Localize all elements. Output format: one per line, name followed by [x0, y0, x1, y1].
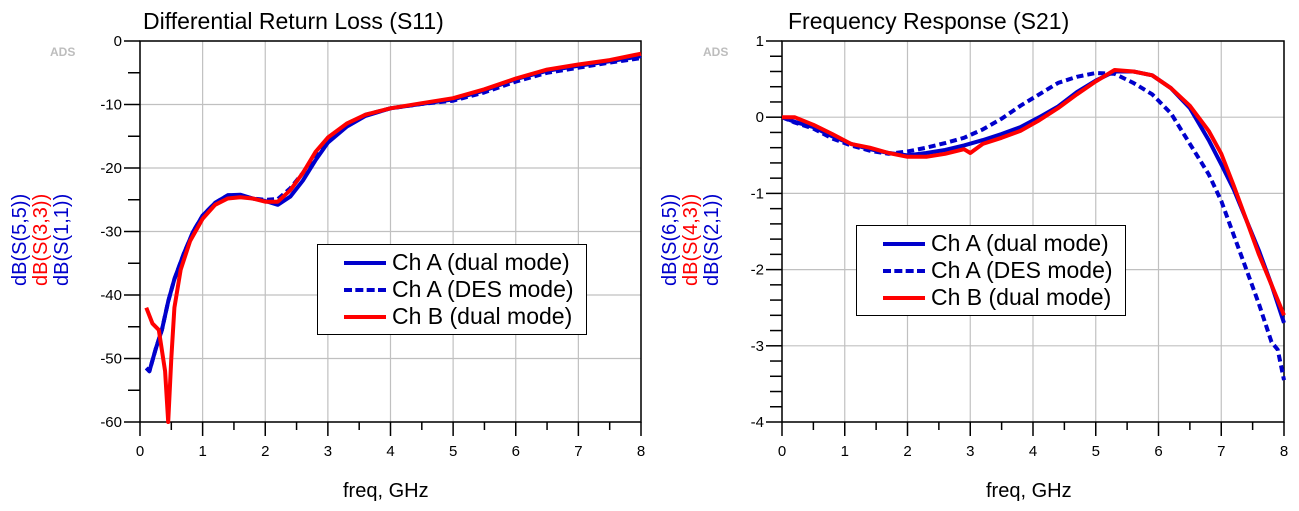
legend-label: Ch A (DES mode) — [931, 257, 1113, 283]
return-loss-chart: Differential Return Loss (S11) ADS dB(S(… — [0, 0, 649, 511]
legend-swatch — [883, 241, 925, 246]
chart-title: Frequency Response (S21) — [788, 8, 1070, 34]
x-tick-label: 1 — [841, 443, 849, 460]
chart-title: Differential Return Loss (S11) — [143, 8, 444, 34]
y-tick-label: -50 — [100, 351, 122, 368]
x-tick-label: 3 — [324, 443, 332, 460]
frequency-response-chart: Frequency Response (S21) ADS dB(S(6,5)) … — [650, 0, 1299, 511]
x-tick-label: 3 — [966, 443, 974, 460]
legend-label: Ch B (dual mode) — [931, 284, 1112, 310]
x-tick-label: 6 — [1154, 443, 1162, 460]
legend-item: Ch A (DES mode) — [883, 257, 1113, 284]
y-tick-label: 0 — [114, 33, 122, 50]
x-tick-label: 2 — [261, 443, 269, 460]
legend-label: Ch B (dual mode) — [392, 303, 573, 329]
legend-swatch — [883, 268, 925, 273]
ads-watermark: ADS — [50, 45, 76, 59]
legend-label: Ch A (dual mode) — [392, 249, 570, 275]
x-tick-label: 8 — [637, 443, 645, 460]
x-tick-label: 8 — [1280, 443, 1288, 460]
y-tick-label: -4 — [751, 414, 764, 431]
series-line-ch-b-dual-mode — [144, 51, 642, 424]
legend-swatch — [344, 314, 386, 319]
legend-item: Ch A (dual mode) — [344, 249, 574, 276]
x-axis-label: freq, GHz — [343, 480, 429, 502]
x-tick-label: 1 — [198, 443, 206, 460]
x-tick-label: 7 — [574, 443, 582, 460]
x-tick-label: 6 — [512, 443, 520, 460]
x-tick-label: 7 — [1217, 443, 1225, 460]
legend-item: Ch A (dual mode) — [883, 230, 1113, 257]
legend-swatch — [883, 295, 925, 300]
legend-item: Ch A (DES mode) — [344, 276, 574, 303]
legend-label: Ch A (dual mode) — [931, 230, 1109, 256]
legend: Ch A (dual mode) Ch A (DES mode) Ch B (d… — [317, 244, 587, 335]
y-tick-label: -1 — [751, 185, 764, 202]
legend-item: Ch B (dual mode) — [344, 303, 574, 330]
x-tick-label: 4 — [386, 443, 394, 460]
x-axis-label: freq, GHz — [986, 480, 1072, 502]
y-tick-label: -3 — [751, 338, 764, 355]
plot-area: 0 1 2 3 4 5 6 7 8 0 -10 -20 -30 -40 -50 -60 — [100, 33, 645, 460]
y-tick-label: 1 — [756, 33, 764, 50]
x-tick-label: 5 — [449, 443, 457, 460]
series-line-ch-a-des-mode — [782, 71, 1286, 381]
ads-watermark: ADS — [703, 45, 729, 59]
y-tick-label: -2 — [751, 262, 764, 279]
x-tick-label: 5 — [1092, 443, 1100, 460]
y-tick-label: -60 — [100, 414, 122, 431]
x-tick-label: 0 — [136, 443, 144, 460]
y-tick-label: -10 — [100, 97, 122, 114]
series-line-ch-b-dual-mode — [782, 68, 1286, 317]
legend-item: Ch B (dual mode) — [883, 284, 1113, 311]
legend-swatch — [344, 260, 386, 265]
x-tick-label: 2 — [903, 443, 911, 460]
legend-swatch — [344, 287, 386, 292]
legend-label: Ch A (DES mode) — [392, 276, 574, 302]
x-tick-label: 4 — [1029, 443, 1037, 460]
y-tick-label: -30 — [100, 224, 122, 241]
y-tick-label: 0 — [756, 109, 764, 126]
x-tick-label: 0 — [778, 443, 786, 460]
legend: Ch A (dual mode) Ch A (DES mode) Ch B (d… — [856, 225, 1126, 316]
y-tick-label: -40 — [100, 287, 122, 304]
y-tick-label: -20 — [100, 160, 122, 177]
